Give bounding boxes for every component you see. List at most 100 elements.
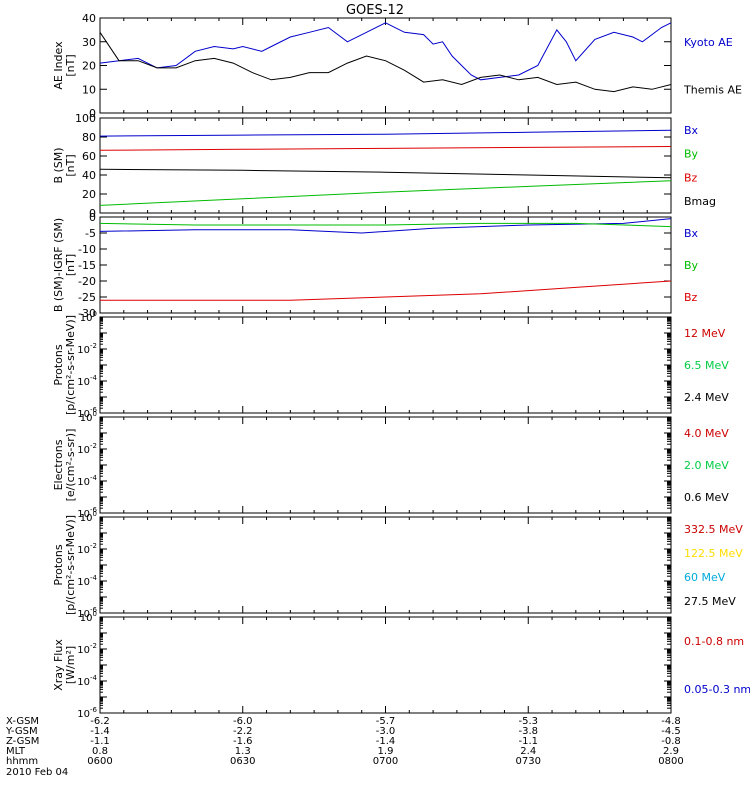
y-axis-label-line-2: [e/(cm²-s-sr)] bbox=[64, 429, 77, 502]
panel-1: 0 10 20 30 40 AE Index [nT] Kyoto AE Themis AE bbox=[52, 12, 742, 120]
y-tick-label: 10-4 bbox=[77, 474, 97, 488]
series-line-bmag bbox=[99, 168, 672, 179]
x-axis-tick-label: 0630 bbox=[230, 756, 255, 767]
series-label: 0.1-0.8 nm bbox=[684, 635, 744, 648]
y-tick-label: 30 bbox=[82, 36, 96, 49]
x-axis-tick-label: -3.8 bbox=[518, 726, 538, 737]
x-axis-tick-label: 0600 bbox=[87, 756, 112, 767]
x-axis-tick-label: 1.3 bbox=[235, 746, 251, 757]
y-tick-label: -20 bbox=[78, 275, 96, 288]
panel-frame bbox=[99, 616, 672, 714]
x-axis-row-name: MLT bbox=[6, 746, 26, 757]
y-axis-label-line-1: Xray Flux bbox=[52, 639, 65, 691]
x-axis-tick-label: -1.6 bbox=[233, 736, 253, 747]
y-tick-label: -25 bbox=[78, 291, 96, 304]
y-axis-label-line-1: Protons bbox=[52, 344, 65, 385]
y-tick-label: 10-4 bbox=[77, 574, 97, 588]
y-axis-label-line-2: [nT] bbox=[64, 254, 77, 276]
y-axis-label-line-2: [W/m²] bbox=[64, 646, 77, 684]
series-label: Bx bbox=[684, 124, 699, 137]
x-axis-tick-label: -0.8 bbox=[661, 736, 681, 747]
series-line-themis-ae bbox=[99, 32, 672, 93]
series-label: By bbox=[684, 259, 699, 272]
x-axis-tick-label: -1.1 bbox=[518, 736, 538, 747]
panel-frame bbox=[99, 316, 672, 414]
series-label: 27.5 MeV bbox=[684, 595, 736, 608]
panel-3: 0-5-10-15-20-25-30B (SM)-IGRF (SM) [nT]Bx… bbox=[52, 211, 699, 320]
x-axis-tick-label: 2.4 bbox=[520, 746, 536, 757]
x-axis-tick-label: 0700 bbox=[373, 756, 398, 767]
series-label: Bz bbox=[684, 171, 698, 184]
panel-frame bbox=[99, 17, 672, 114]
x-axis-table: X-GSM -6.2 -6.0 -5.7 -5.3 -4.8 Y-GSM -1.4 -2.2 -3… bbox=[5, 716, 684, 778]
series-label: 4.0 MeV bbox=[684, 427, 729, 440]
x-axis-row-name: Y-GSM bbox=[5, 726, 38, 737]
series-label: 2.0 MeV bbox=[684, 459, 729, 472]
y-tick-label: 100 bbox=[75, 112, 96, 125]
x-axis-tick-label: -2.2 bbox=[233, 726, 253, 737]
x-axis-tick-label: 2.9 bbox=[663, 746, 679, 757]
x-axis-row-name: Z-GSM bbox=[6, 736, 39, 747]
y-axis-label-line-2: [p/(cm²-s-sr-MeV)] bbox=[64, 315, 77, 415]
x-axis-tick-label: -1.4 bbox=[90, 726, 110, 737]
y-axis-label-line-1: Electrons bbox=[52, 439, 65, 490]
figure-title: GOES-12 bbox=[346, 3, 404, 18]
x-axis-tick-label: -1.1 bbox=[90, 736, 110, 747]
y-axis-label: AE Index [nT] bbox=[52, 41, 77, 90]
y-tick-label: 10-2 bbox=[77, 642, 97, 656]
series-line-by bbox=[99, 222, 672, 228]
x-axis-tick-label: -6.0 bbox=[233, 716, 253, 727]
y-axis-label-line-1: AE Index bbox=[52, 41, 65, 90]
series-label: 0.6 MeV bbox=[684, 491, 729, 504]
y-tick-label: 10-4 bbox=[77, 674, 97, 688]
x-axis-tick-label: -3.0 bbox=[376, 726, 396, 737]
series-line-kyoto-ae bbox=[99, 22, 672, 81]
x-axis-tick-label: -5.3 bbox=[518, 716, 538, 727]
x-axis-row-name: X-GSM bbox=[6, 716, 39, 727]
y-tick-label: 60 bbox=[82, 150, 96, 163]
series-label: 60 MeV bbox=[684, 571, 726, 584]
y-tick-label: 100 bbox=[80, 510, 97, 524]
y-axis-label: B (SM) [nT] bbox=[52, 147, 77, 183]
y-tick-label: 10-2 bbox=[77, 442, 97, 456]
series-label: 2.4 MeV bbox=[684, 391, 729, 404]
y-tick-label: 20 bbox=[82, 60, 96, 73]
y-tick-label: -15 bbox=[78, 259, 96, 272]
y-tick-label: 40 bbox=[82, 12, 96, 25]
y-axis-label: Xray Flux [W/m²] bbox=[52, 639, 77, 691]
series-label: Bmag bbox=[684, 195, 716, 208]
y-tick-label: 10-2 bbox=[77, 342, 97, 356]
y-tick-label: 80 bbox=[82, 131, 96, 144]
y-axis-label: Protons [p/(cm²-s-sr-MeV)] bbox=[52, 315, 77, 415]
x-axis-tick-label: -1.4 bbox=[376, 736, 396, 747]
y-axis-label: B (SM)-IGRF (SM) [nT] bbox=[52, 218, 77, 312]
x-axis-tick-label: 0730 bbox=[516, 756, 541, 767]
y-tick-label: -10 bbox=[78, 243, 96, 256]
x-axis-date: 2010 Feb 04 bbox=[6, 767, 68, 778]
y-tick-label: 100 bbox=[80, 310, 97, 324]
y-tick-label: -30 bbox=[78, 307, 96, 320]
x-axis-row-name: hhmm bbox=[6, 756, 38, 767]
y-tick-label: 10-2 bbox=[77, 542, 97, 556]
series-label: 12 MeV bbox=[684, 327, 726, 340]
y-tick-label: 20 bbox=[82, 188, 96, 201]
y-tick-label: 10-4 bbox=[77, 374, 97, 388]
y-tick-label: 100 bbox=[80, 610, 97, 624]
series-label: Bx bbox=[684, 227, 699, 240]
series-label: Themis AE bbox=[683, 83, 742, 96]
x-axis-tick-label: 1.9 bbox=[378, 746, 394, 757]
panel-frame bbox=[99, 416, 672, 514]
x-axis-tick-label: -4.8 bbox=[661, 716, 681, 727]
panel-2: 0 20 40 60 80 100 B (SM) [nT] Bx By Bz Bmag bbox=[52, 112, 716, 220]
x-axis-tick-label: -6.2 bbox=[90, 716, 110, 727]
series-line-bz bbox=[100, 280, 672, 301]
series-label: 6.5 MeV bbox=[684, 359, 729, 372]
y-axis-label-line-1: Protons bbox=[52, 544, 65, 585]
y-tick-label: 0 bbox=[89, 107, 96, 120]
y-tick-label: 100 bbox=[80, 410, 97, 424]
